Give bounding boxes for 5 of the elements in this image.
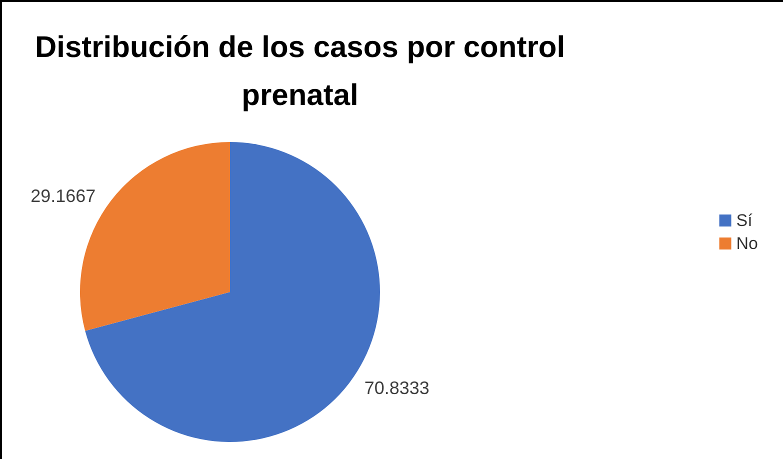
chart-title: Distribución de los casos por control prenatal bbox=[34, 30, 566, 114]
legend-label: Sí bbox=[736, 211, 753, 230]
data-label: 70.8333 bbox=[364, 378, 430, 398]
data-label: 29.1667 bbox=[30, 186, 96, 206]
legend-label: No bbox=[736, 234, 758, 253]
